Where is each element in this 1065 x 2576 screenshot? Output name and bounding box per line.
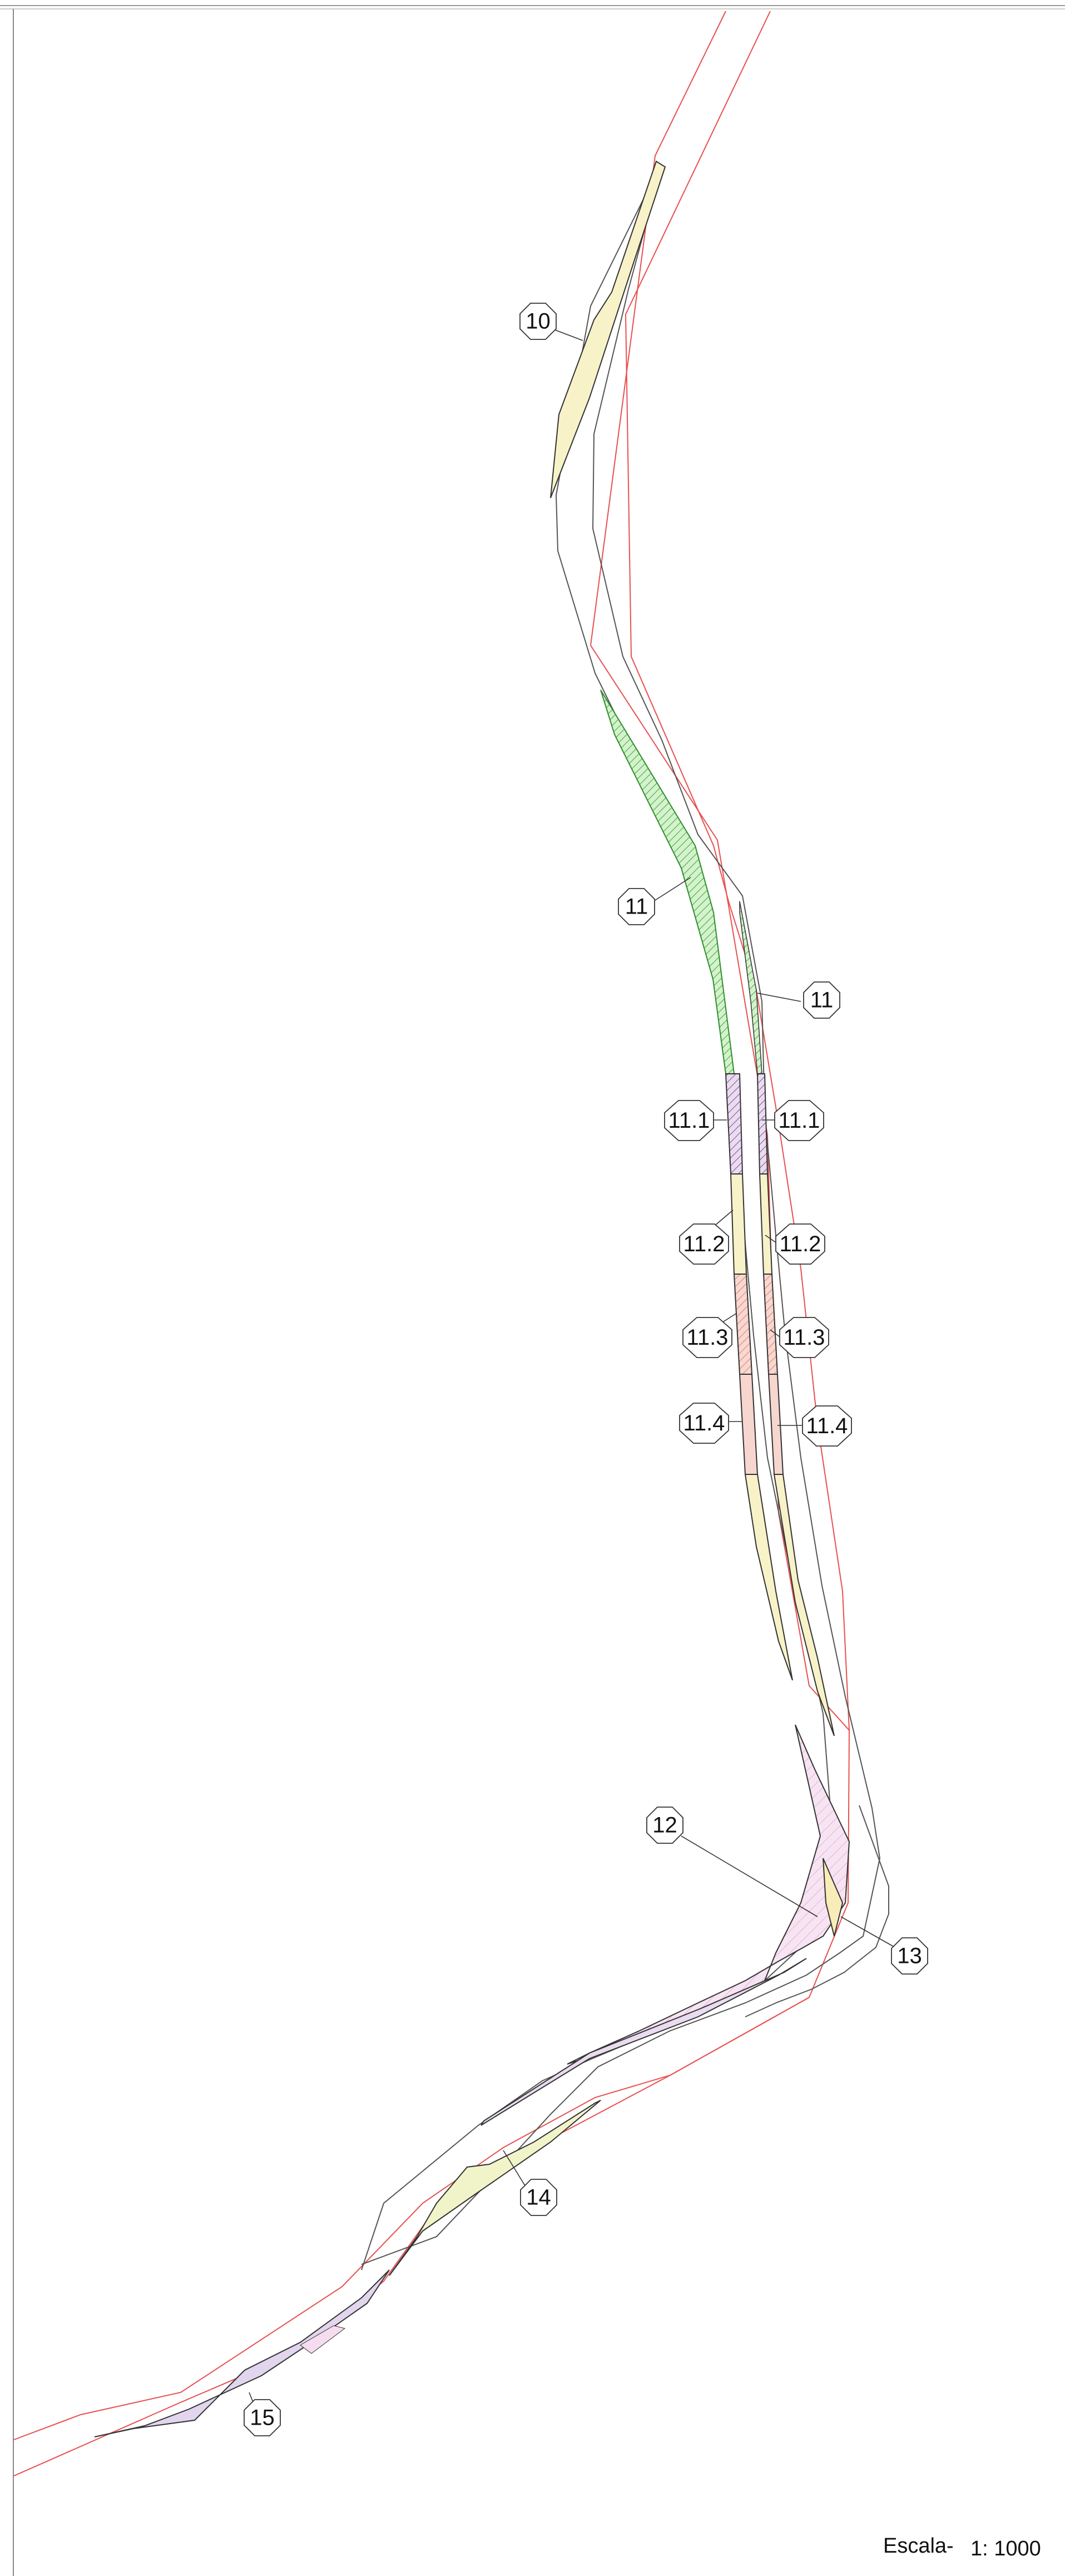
area-14: [389, 2100, 601, 2276]
road-lines: [361, 164, 889, 2271]
tag-11-2-right: 11.2: [775, 1223, 825, 1265]
tag-11-1-left-label: 11.1: [668, 1108, 710, 1133]
area-11-1-left: [725, 1073, 744, 1175]
tag-11-2-right-label: 11.2: [780, 1232, 821, 1256]
tag-14: 14: [520, 2179, 557, 2216]
area-11-left: [600, 689, 735, 1074]
leader-lines: [249, 328, 900, 2407]
tag-10: 10: [519, 303, 557, 340]
tag-15: 15: [244, 2399, 281, 2436]
tag-10-label: 10: [526, 309, 551, 334]
boundary-line-lower: [13, 1997, 810, 2476]
boundary-line-right: [625, 11, 850, 1731]
tag-14-label: 14: [526, 2185, 551, 2210]
scale-prefix: Escala-: [883, 2534, 954, 2558]
tag-12-label: 12: [652, 1813, 677, 1838]
tag-11-1-left: 11.1: [664, 1100, 714, 1141]
area-11-lower-right: [773, 1474, 835, 1736]
area-11-4-right: [767, 1374, 784, 1475]
road-edge-curve: [745, 1805, 889, 2017]
area-11-3-right: [762, 1274, 779, 1375]
area-11-4-left: [739, 1374, 759, 1475]
area-11-1-right: [756, 1073, 769, 1175]
tag-11-left-label: 11: [625, 895, 648, 919]
tag-11-4-right: 11.4: [802, 1405, 852, 1447]
tag-11-2-left-label: 11.2: [683, 1232, 725, 1256]
tag-11-1-right: 11.1: [774, 1100, 824, 1141]
road-edge-east: [361, 165, 881, 2265]
area-15: [94, 2269, 390, 2437]
tag-11-left: 11: [618, 888, 655, 925]
tag-13: 13: [891, 1937, 928, 1975]
area-13: [823, 1858, 844, 1937]
area-11-2-left: [730, 1173, 747, 1275]
area-11-2-right: [759, 1173, 773, 1275]
area-12-strip: [481, 1958, 807, 2126]
tag-11-3-right-label: 11.3: [784, 1325, 825, 1350]
boundary-line-left: [13, 11, 850, 2440]
tag-11-3-right: 11.3: [779, 1317, 829, 1358]
sheet-frame: [0, 5, 1065, 2576]
tag-11-1-right-label: 11.1: [779, 1108, 820, 1133]
area-11-lower-left: [744, 1474, 793, 1681]
tag-15-label: 15: [250, 2406, 275, 2430]
area-10: [550, 160, 666, 499]
area-15-pink: [300, 2325, 346, 2354]
tag-11-4-left-label: 11.4: [683, 1411, 725, 1435]
scale-value: 1: 1000: [970, 2537, 1041, 2560]
tag-11-3-left-label: 11.3: [687, 1325, 729, 1350]
tag-11-4-left: 11.4: [679, 1403, 729, 1444]
area-12: [567, 1724, 850, 2065]
tag-11-right: 11: [803, 981, 840, 1019]
tag-12: 12: [646, 1807, 683, 1844]
tag-11-2-left: 11.2: [679, 1223, 729, 1265]
tag-11-right-label: 11: [810, 988, 834, 1013]
tag-11-4-right-label: 11.4: [806, 1414, 848, 1438]
tag-13-label: 13: [897, 1944, 922, 1968]
tag-11-3-left: 11.3: [682, 1317, 732, 1358]
